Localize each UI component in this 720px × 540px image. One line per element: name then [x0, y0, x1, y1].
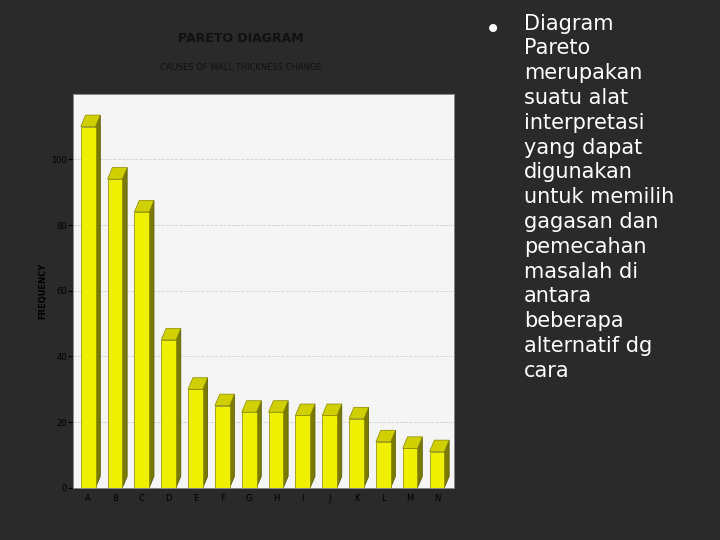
Polygon shape: [444, 440, 449, 488]
Bar: [295, 415, 310, 488]
Polygon shape: [284, 401, 288, 488]
Polygon shape: [430, 440, 449, 451]
Polygon shape: [107, 167, 127, 179]
Polygon shape: [122, 167, 127, 488]
Polygon shape: [418, 437, 423, 488]
Bar: [188, 389, 203, 488]
Polygon shape: [256, 401, 261, 488]
Bar: [402, 448, 418, 488]
Polygon shape: [310, 404, 315, 488]
Polygon shape: [203, 378, 207, 488]
Polygon shape: [242, 401, 261, 412]
Polygon shape: [215, 394, 235, 406]
Bar: [215, 406, 230, 488]
Bar: [376, 442, 391, 488]
Polygon shape: [364, 407, 369, 488]
Polygon shape: [96, 115, 100, 488]
Bar: [430, 451, 444, 488]
Bar: [135, 212, 149, 488]
Text: PARETO DIAGRAM: PARETO DIAGRAM: [179, 31, 304, 44]
Bar: [323, 415, 337, 488]
Polygon shape: [323, 404, 342, 415]
Bar: [161, 340, 176, 488]
Bar: [242, 412, 256, 488]
Y-axis label: FREQUENCY: FREQUENCY: [38, 262, 48, 319]
Polygon shape: [149, 200, 154, 488]
Polygon shape: [81, 115, 100, 126]
Polygon shape: [161, 328, 181, 340]
Polygon shape: [135, 200, 154, 212]
Bar: [349, 419, 364, 488]
Polygon shape: [269, 401, 288, 412]
Polygon shape: [188, 378, 207, 389]
Polygon shape: [391, 430, 395, 488]
Polygon shape: [295, 404, 315, 415]
Bar: [269, 412, 284, 488]
Bar: [107, 179, 122, 488]
Polygon shape: [402, 437, 423, 448]
Polygon shape: [176, 328, 181, 488]
Text: Diagram
Pareto
merupakan
suatu alat
interpretasi
yang dapat
digunakan
untuk memi: Diagram Pareto merupakan suatu alat inte…: [524, 14, 675, 381]
Text: •: •: [485, 16, 501, 44]
Polygon shape: [230, 394, 235, 488]
Text: CAUSES OF WALL THICKNESS CHANGE: CAUSES OF WALL THICKNESS CHANGE: [161, 63, 322, 72]
Bar: [81, 126, 96, 488]
Polygon shape: [337, 404, 342, 488]
Polygon shape: [376, 430, 395, 442]
Polygon shape: [349, 407, 369, 419]
